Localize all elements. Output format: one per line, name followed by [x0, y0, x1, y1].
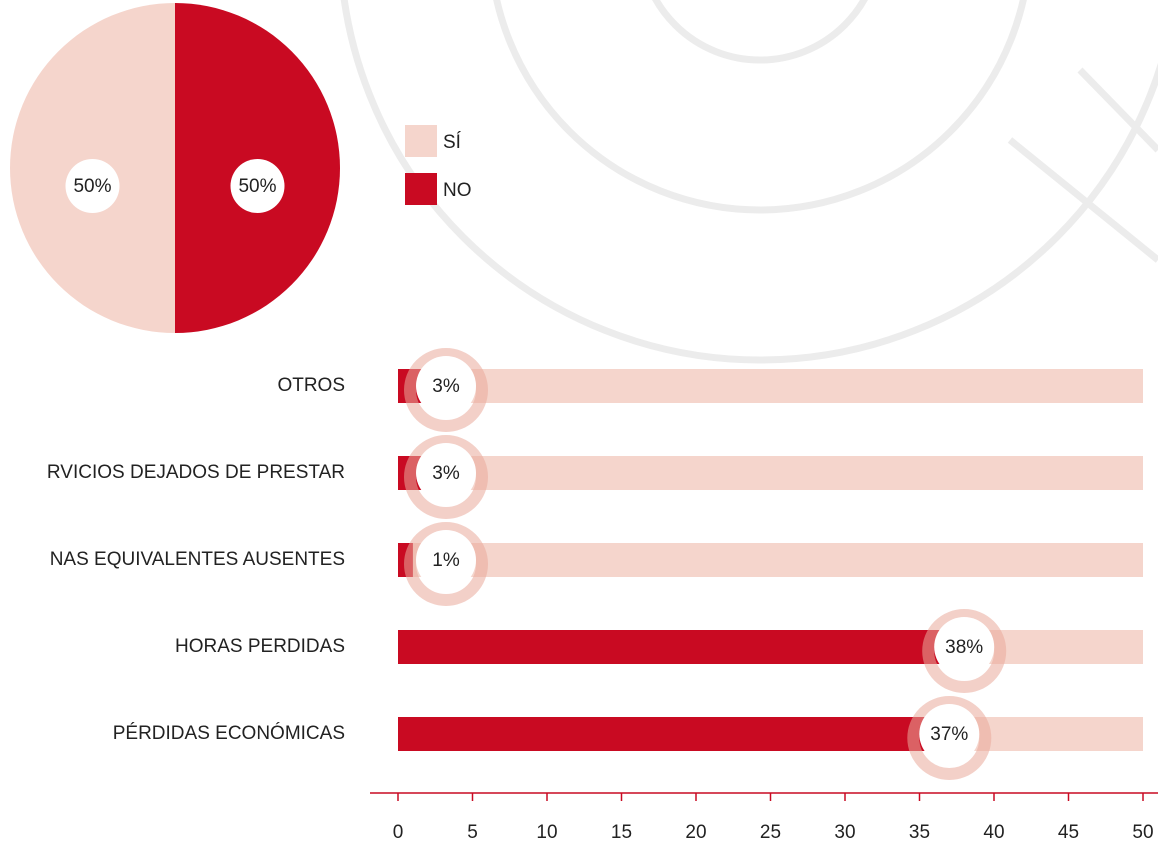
label-ring: [907, 696, 992, 780]
label-bubble: [416, 530, 476, 590]
bar: [398, 717, 950, 751]
x-tick-label: 20: [685, 822, 706, 841]
data-label: 50%: [73, 176, 111, 197]
x-tick-label: 5: [467, 822, 478, 841]
bar-track: [398, 456, 1143, 490]
deco-line: [1077, 67, 1158, 153]
bar-track: [398, 543, 1143, 577]
bar-track: [398, 369, 1143, 403]
bar: [398, 630, 965, 664]
data-label: 38%: [945, 637, 983, 658]
background-decoration: [340, 0, 1158, 364]
legend-label: NO: [443, 180, 472, 201]
label-bubble: [416, 443, 476, 503]
legend-label: SÍ: [443, 132, 462, 153]
label-ring: [404, 435, 488, 519]
legend-swatch: [405, 125, 437, 157]
x-tick-label: 0: [393, 822, 404, 841]
category-label: HORAS PERDIDAS: [175, 636, 345, 657]
category-label: RVICIOS DEJADOS DE PRESTAR: [47, 462, 345, 483]
x-tick-label: 40: [983, 822, 1004, 841]
label-bubble: [919, 704, 980, 764]
x-tick-label: 15: [611, 822, 632, 841]
label-ring: [922, 609, 1007, 693]
x-tick-label: 35: [909, 822, 930, 841]
data-label: 3%: [432, 376, 460, 397]
label-ring: [404, 348, 488, 432]
category-label: PÉRDIDAS ECONÓMICAS: [113, 722, 345, 744]
x-tick-label: 25: [760, 822, 781, 841]
data-label: 50%: [238, 176, 276, 197]
deco-ring: [652, 0, 868, 64]
deco-ring: [340, 0, 1158, 364]
data-label: 3%: [432, 463, 460, 484]
x-tick-label: 50: [1132, 822, 1153, 841]
data-label: 1%: [432, 550, 460, 571]
category-label: OTROS: [277, 375, 345, 396]
deco-line: [1007, 137, 1158, 263]
label-bubble: [416, 356, 476, 416]
label-bubble: [230, 159, 285, 213]
data-label: 37%: [930, 724, 968, 745]
label-bubble: [65, 159, 120, 213]
label-bubble: [934, 617, 995, 677]
deco-ring: [493, 0, 1027, 214]
x-tick-label: 45: [1058, 822, 1079, 841]
x-tick-label: 10: [536, 822, 557, 841]
x-tick-label: 30: [834, 822, 855, 841]
legend-swatch: [405, 173, 437, 205]
label-ring: [404, 522, 488, 606]
category-label: NAS EQUIVALENTES AUSENTES: [50, 549, 345, 570]
